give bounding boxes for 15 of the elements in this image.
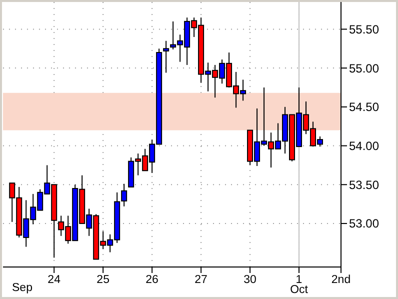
- y-tick-label: 54.50: [349, 100, 380, 114]
- y-tick-label: 53.00: [349, 216, 380, 231]
- x-tick-label: 24: [48, 274, 62, 286]
- candlestick: [163, 40, 170, 74]
- y-tick-label: 54.00: [349, 139, 380, 154]
- y-tick-label: 55.50: [349, 22, 380, 36]
- x-tick-label: 26: [146, 274, 158, 286]
- text: Sep: [12, 282, 32, 294]
- y-tick-label: 53.50: [349, 178, 380, 192]
- x-tick-label: 2nd: [331, 274, 351, 286]
- x-tick-label: 30: [244, 274, 256, 286]
- y-tick-label: 55.00: [349, 61, 380, 76]
- x-tick-label: 1 Oct: [290, 274, 309, 296]
- x-tick-label: 25: [96, 274, 110, 286]
- x-tick-label: 27: [194, 274, 208, 286]
